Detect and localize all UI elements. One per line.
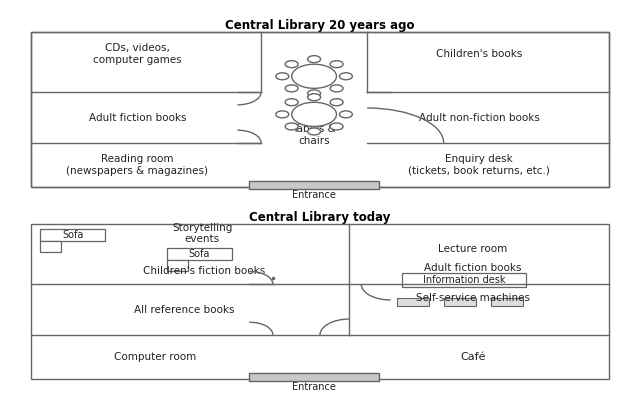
Text: Adult fiction books: Adult fiction books <box>424 263 522 273</box>
Circle shape <box>330 99 343 106</box>
Text: Entrance: Entrance <box>292 190 336 200</box>
Circle shape <box>308 94 321 101</box>
Circle shape <box>285 99 298 106</box>
Text: Sofa: Sofa <box>62 230 83 240</box>
Bar <box>40 241 61 252</box>
Circle shape <box>285 123 298 130</box>
Text: Adult fiction books: Adult fiction books <box>89 112 186 122</box>
Circle shape <box>339 111 353 118</box>
Text: Central Library 20 years ago: Central Library 20 years ago <box>225 19 415 32</box>
Bar <box>31 32 609 187</box>
Circle shape <box>276 111 289 118</box>
Circle shape <box>330 123 343 130</box>
Text: CDs, videos,
computer games: CDs, videos, computer games <box>93 43 182 65</box>
Bar <box>31 224 609 379</box>
Text: Enquiry desk
(tickets, book returns, etc.): Enquiry desk (tickets, book returns, etc… <box>408 154 550 176</box>
Text: Storytelling
events: Storytelling events <box>172 222 232 244</box>
Text: All reference books: All reference books <box>134 304 235 314</box>
Bar <box>167 260 188 272</box>
Text: Central Library today: Central Library today <box>250 211 390 224</box>
Text: Children's fiction books: Children's fiction books <box>143 266 266 276</box>
Circle shape <box>330 85 343 92</box>
Bar <box>250 181 379 189</box>
Circle shape <box>276 73 289 80</box>
Bar <box>250 374 379 381</box>
Bar <box>167 248 232 260</box>
Circle shape <box>308 128 321 135</box>
Text: Information desk: Information desk <box>423 275 506 285</box>
Bar <box>250 373 379 381</box>
Bar <box>491 298 523 306</box>
Bar <box>31 32 609 187</box>
Bar <box>40 229 105 241</box>
Text: Entrance: Entrance <box>292 382 336 392</box>
Circle shape <box>292 102 337 126</box>
Bar <box>250 182 379 189</box>
Circle shape <box>285 61 298 68</box>
Circle shape <box>285 85 298 92</box>
Circle shape <box>292 64 337 88</box>
Text: Adult non-fiction books: Adult non-fiction books <box>419 112 540 122</box>
Text: Lecture room: Lecture room <box>438 244 508 254</box>
Circle shape <box>330 61 343 68</box>
Circle shape <box>339 73 353 80</box>
Bar <box>403 273 526 287</box>
Text: Sofa: Sofa <box>189 249 210 259</box>
Bar <box>444 298 476 306</box>
Text: Computer room: Computer room <box>114 352 196 362</box>
Circle shape <box>308 90 321 97</box>
Circle shape <box>308 56 321 63</box>
Text: Café: Café <box>460 352 486 362</box>
Bar <box>397 298 429 306</box>
Text: Reading room
(newspapers & magazines): Reading room (newspapers & magazines) <box>67 154 209 176</box>
Text: Tables &
chairs: Tables & chairs <box>292 124 336 146</box>
Text: Children's books: Children's books <box>436 49 522 59</box>
Text: Self-service machines: Self-service machines <box>416 294 530 304</box>
